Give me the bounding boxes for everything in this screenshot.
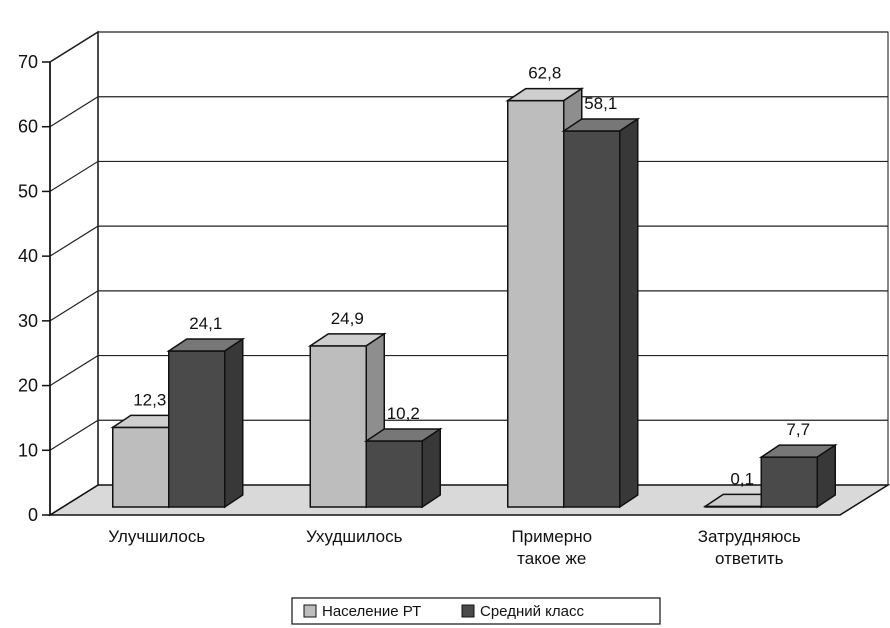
- bar-2-1: [561, 117, 641, 509]
- data-label: 24,1: [189, 314, 222, 333]
- data-label: 0,1: [730, 469, 754, 488]
- bar-side: [816, 443, 836, 509]
- data-label: 62,8: [528, 64, 561, 83]
- bar-front: [168, 350, 226, 508]
- bar-front: [112, 426, 170, 508]
- data-labels: 12,3 24,1 24,9 10,2 62,8 58,1 0,1 7,7: [133, 64, 810, 489]
- bar-3-1: [758, 443, 838, 509]
- category-label-line: такое же: [517, 549, 586, 568]
- bar-side: [421, 427, 441, 509]
- bars: [110, 87, 838, 509]
- y-tick-label: 10: [18, 440, 38, 460]
- category-label-line: Улучшилось: [108, 527, 205, 546]
- y-tick-label: 50: [18, 181, 38, 201]
- y-tick-label: 70: [18, 52, 38, 72]
- bar-side: [619, 117, 639, 509]
- category-label-line: Ухудшилось: [306, 527, 403, 546]
- legend-swatch-1: [461, 604, 475, 618]
- data-label: 12,3: [133, 390, 166, 409]
- category-label-line: Затрудняюсь: [698, 527, 801, 546]
- category-label: Затрудняюсь ответить: [698, 527, 801, 568]
- gridline: [49, 290, 888, 322]
- bar-front: [563, 130, 621, 508]
- legend-label-1: Средний класс: [480, 603, 584, 620]
- gridline: [49, 225, 888, 257]
- bar-front: [507, 99, 565, 508]
- bar-front: [309, 345, 367, 508]
- legend-box: [291, 597, 661, 625]
- y-tick-label: 40: [18, 246, 38, 266]
- data-label: 58,1: [584, 94, 617, 113]
- bar-front: [365, 440, 423, 508]
- category-labels: Улучшилось Ухудшилось Примерно такое же Затр…: [108, 527, 801, 568]
- legend-swatch-0: [303, 604, 317, 618]
- y-tick-label: 60: [18, 117, 38, 137]
- chart-side-wall: [49, 30, 99, 517]
- legend-label-0: Население РТ: [322, 603, 421, 620]
- data-label: 24,9: [331, 309, 364, 328]
- category-label: Улучшилось: [108, 527, 205, 546]
- category-label-line: Примерно: [511, 527, 592, 546]
- data-label: 10,2: [387, 404, 420, 423]
- bar-1-1: [363, 427, 443, 509]
- bar-front: [760, 456, 818, 508]
- bar-0-1: [166, 337, 246, 509]
- y-tick-label: 30: [18, 311, 38, 331]
- y-axis: 0 10 20 30 40 50 60 70: [18, 52, 51, 525]
- gridline: [49, 160, 888, 192]
- gridline: [49, 96, 888, 128]
- gridline: [49, 31, 888, 63]
- y-tick-label: 20: [18, 376, 38, 396]
- data-label: 7,7: [786, 420, 810, 439]
- legend[interactable]: Население РТ Средний класс: [291, 597, 661, 625]
- y-tick-label: 0: [28, 505, 38, 525]
- category-label-line: ответить: [715, 549, 784, 568]
- bar-side: [224, 337, 244, 509]
- category-label: Ухудшилось: [306, 527, 403, 546]
- category-label: Примерно такое же: [511, 527, 592, 568]
